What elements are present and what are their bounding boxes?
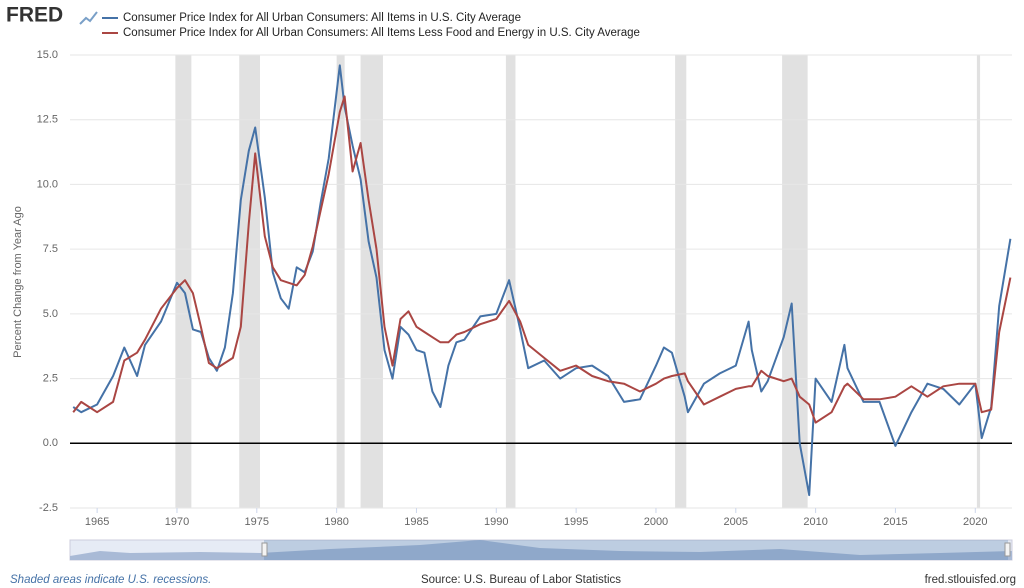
site: fred.stlouisfed.org — [925, 574, 1016, 586]
y-axis-label: Percent Change from Year Ago — [12, 206, 24, 358]
recession-band — [505, 55, 516, 508]
x-tick-label: 2000 — [644, 516, 668, 528]
y-tick-label: 10.0 — [37, 178, 58, 190]
recession-band — [782, 55, 808, 508]
y-tick-label: -2.5 — [39, 502, 58, 514]
x-tick-label: 2005 — [724, 516, 748, 528]
legend: Consumer Price Index for All Urban Consu… — [102, 12, 640, 39]
y-tick-label: 15.0 — [37, 49, 58, 61]
source: Source: U.S. Bureau of Labor Statistics — [421, 574, 621, 586]
y-tick-label: 12.5 — [37, 114, 58, 126]
navigator-area — [70, 540, 1012, 560]
plot-area: -2.5 0.0 2.5 5.0 7.5 10.0 12.5 15.0 1965 1970 1975… — [37, 49, 1012, 528]
series-line — [72, 95, 1012, 424]
legend-label: Consumer Price Index for All Urban Consu… — [123, 27, 640, 39]
recession-band — [976, 55, 981, 508]
recession-band — [336, 55, 345, 508]
recession-band — [239, 55, 260, 508]
x-tick-label: 1975 — [245, 516, 269, 528]
navigator-handle[interactable] — [1004, 542, 1011, 557]
x-tick-label: 1980 — [324, 516, 348, 528]
x-tick-label: 1995 — [564, 516, 588, 528]
navigator — [69, 539, 1013, 561]
x-tick-label: 2020 — [963, 516, 987, 528]
recession-note: Shaded areas indicate U.S. recessions. — [10, 574, 211, 586]
x-tick-label: 1970 — [165, 516, 189, 528]
recession-band — [360, 55, 383, 508]
x-tick-label: 1985 — [404, 516, 428, 528]
x-tick-label: 1990 — [484, 516, 508, 528]
recession-band — [675, 55, 687, 508]
series-line — [72, 64, 1012, 497]
x-tick-label: 2015 — [883, 516, 907, 528]
y-tick-label: 7.5 — [43, 243, 58, 255]
y-tick-label: 0.0 — [43, 437, 58, 449]
x-tick-label: 2010 — [803, 516, 827, 528]
x-tick-label: 1965 — [85, 516, 109, 528]
navigator-handle[interactable] — [261, 542, 268, 557]
y-tick-label: 2.5 — [43, 372, 58, 384]
legend-label: Consumer Price Index for All Urban Consu… — [123, 12, 521, 24]
y-tick-label: 5.0 — [43, 308, 58, 320]
logo-icon — [79, 11, 98, 25]
logo: FRED — [6, 4, 63, 27]
navigator-window — [264, 540, 1008, 560]
